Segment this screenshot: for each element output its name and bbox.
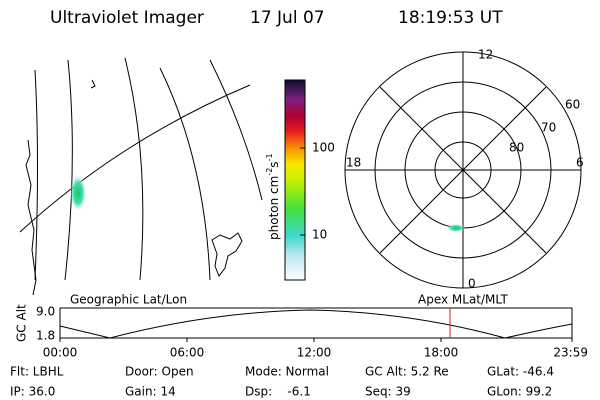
y-tick-label: 1.8 <box>36 329 55 343</box>
mlt-label: 6 <box>576 156 584 170</box>
info-field: Seq: 39 <box>365 385 411 399</box>
timeline-box <box>59 307 573 339</box>
info-field: Dsp: -6.1 <box>245 385 311 399</box>
info-field: IP: 36.0 <box>10 385 55 399</box>
altitude-curve <box>59 309 573 339</box>
date: 17 Jul 07 <box>250 8 325 28</box>
time-label: 00:00 <box>43 346 78 360</box>
colorbar-tick: 10 <box>312 228 327 242</box>
time-label: 06:00 <box>170 346 205 360</box>
timeline-title: Geographic Lat/Lon <box>70 293 187 307</box>
y-tick-label: 9.0 <box>36 305 55 319</box>
time: 18:19:53 UT <box>398 8 503 28</box>
info-field: Gain: 14 <box>125 385 176 399</box>
axis-label: GC Alt <box>15 304 29 342</box>
info-field: Flt: LBHL <box>10 365 64 379</box>
time-label: 12:00 <box>297 346 332 360</box>
mlat-label: 60 <box>565 98 580 112</box>
polar-plot <box>344 51 582 289</box>
mlt-label: 12 <box>478 48 493 62</box>
time-label: 18:00 <box>424 346 459 360</box>
geographic-map <box>19 57 263 296</box>
colorbar-tick: 100 <box>312 141 335 155</box>
mlt-label: 0 <box>468 277 476 291</box>
time-label: 23:59 <box>553 346 588 360</box>
info-field: Door: Open <box>125 365 194 379</box>
info-field: GC Alt: 5.2 Re <box>365 365 449 379</box>
mlt-label: 18 <box>346 156 361 170</box>
mlat-label: 80 <box>509 141 524 155</box>
timeline-title: Apex MLat/MLT <box>418 293 508 307</box>
info-field: Mode: Normal <box>245 365 329 379</box>
info-field: GLon: 99.2 <box>487 385 552 399</box>
title: Ultraviolet Imager <box>50 8 204 28</box>
info-field: GLat: -46.4 <box>487 365 554 379</box>
colorbar <box>284 79 306 281</box>
mlat-label: 70 <box>541 121 556 135</box>
colorbar-label: photon cm-2s-1 <box>265 153 281 240</box>
